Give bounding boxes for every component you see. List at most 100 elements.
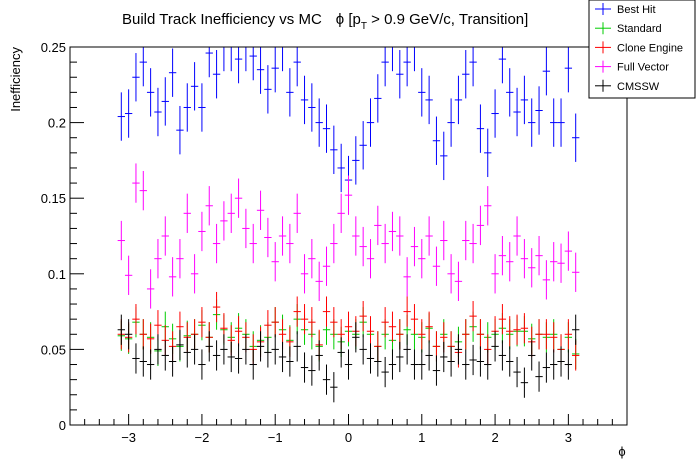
data-point bbox=[198, 349, 206, 380]
data-point bbox=[535, 236, 543, 276]
data-point bbox=[300, 254, 309, 294]
data-point bbox=[374, 346, 382, 377]
data-point bbox=[308, 83, 316, 132]
data-point bbox=[557, 98, 565, 147]
data-point bbox=[286, 223, 294, 264]
data-point bbox=[469, 223, 477, 264]
legend-item: CMSSW bbox=[595, 79, 660, 93]
data-point bbox=[293, 296, 301, 327]
data-point bbox=[359, 301, 367, 332]
data-point bbox=[322, 104, 331, 153]
data-point bbox=[564, 349, 573, 380]
chart-title-subscript: T bbox=[361, 21, 367, 32]
data-point bbox=[513, 87, 521, 137]
data-point bbox=[220, 201, 228, 241]
data-point bbox=[183, 337, 191, 368]
data-point bbox=[271, 307, 279, 338]
data-point bbox=[256, 190, 265, 230]
data-point bbox=[337, 337, 345, 368]
data-point bbox=[381, 307, 389, 338]
y-tick-label: 0.2 bbox=[48, 116, 66, 131]
data-point bbox=[139, 170, 147, 211]
y-tick-label: 0.1 bbox=[48, 267, 66, 282]
data-point bbox=[447, 254, 455, 294]
data-point bbox=[447, 346, 455, 377]
legend-item: Full Vector bbox=[595, 60, 669, 74]
legend-item: Best Hit bbox=[595, 3, 656, 16]
data-point bbox=[117, 314, 125, 345]
data-point bbox=[264, 337, 272, 368]
data-point bbox=[513, 356, 521, 388]
data-point bbox=[205, 186, 213, 226]
data-point bbox=[256, 331, 265, 362]
data-point bbox=[256, 47, 265, 94]
data-point bbox=[154, 87, 162, 137]
data-point bbox=[344, 175, 353, 215]
data-point bbox=[146, 323, 155, 354]
data-point bbox=[234, 316, 243, 347]
legend-label: Full Vector bbox=[617, 62, 669, 74]
data-point bbox=[484, 128, 492, 178]
data-point bbox=[462, 319, 470, 350]
data-point bbox=[572, 252, 580, 292]
data-point bbox=[308, 355, 316, 386]
data-point bbox=[557, 243, 565, 283]
data-point bbox=[520, 239, 529, 279]
data-point bbox=[161, 340, 169, 371]
data-point bbox=[564, 47, 573, 93]
data-point bbox=[337, 193, 345, 233]
data-point bbox=[146, 269, 155, 309]
chart-title-main: Build Track Inefficiency vs MC bbox=[122, 11, 322, 28]
y-tick-label: 0.25 bbox=[41, 40, 66, 55]
data-point bbox=[498, 47, 507, 84]
x-tick-label: 3 bbox=[565, 430, 572, 445]
data-point bbox=[330, 125, 338, 175]
data-point bbox=[366, 98, 375, 147]
data-point bbox=[168, 257, 177, 297]
data-point bbox=[264, 65, 272, 114]
data-point bbox=[491, 89, 499, 138]
data-point bbox=[176, 105, 184, 155]
data-point bbox=[396, 216, 404, 256]
data-point bbox=[344, 349, 353, 380]
data-point bbox=[198, 307, 206, 338]
x-tick-label: 2 bbox=[491, 430, 498, 445]
data-point bbox=[410, 349, 419, 380]
data-point bbox=[425, 75, 433, 125]
data-point bbox=[242, 334, 250, 365]
data-point bbox=[315, 98, 323, 147]
data-point bbox=[315, 340, 323, 371]
data-point bbox=[300, 304, 309, 335]
data-point bbox=[168, 48, 177, 97]
data-point bbox=[374, 205, 382, 246]
data-point bbox=[425, 311, 433, 342]
data-point bbox=[550, 349, 558, 380]
data-point bbox=[359, 121, 367, 170]
data-point bbox=[234, 178, 243, 218]
data-point bbox=[418, 239, 426, 279]
data-point bbox=[300, 75, 309, 125]
data-point bbox=[271, 242, 279, 282]
data-point bbox=[212, 223, 221, 264]
data-point bbox=[403, 47, 411, 87]
x-tick-label: 1 bbox=[418, 430, 425, 445]
data-point bbox=[154, 334, 162, 365]
chart-title: Build Track Inefficiency vs MC ϕ [pT > 0.… bbox=[122, 11, 528, 32]
data-point bbox=[264, 217, 272, 258]
data-point bbox=[506, 68, 514, 117]
data-point bbox=[293, 193, 301, 233]
data-point bbox=[381, 223, 389, 264]
data-point bbox=[506, 316, 514, 347]
data-point bbox=[469, 47, 477, 87]
data-point bbox=[491, 331, 499, 362]
legend-item: Clone Engine bbox=[595, 41, 683, 54]
data-point bbox=[440, 131, 448, 181]
legend-label: Clone Engine bbox=[617, 42, 683, 54]
data-point bbox=[190, 334, 199, 365]
data-point bbox=[454, 261, 463, 302]
data-point bbox=[564, 319, 573, 350]
data-point bbox=[381, 47, 389, 87]
data-point bbox=[300, 352, 309, 383]
x-axis-title: ϕ bbox=[618, 444, 625, 459]
y-tick-label: 0 bbox=[59, 418, 66, 433]
